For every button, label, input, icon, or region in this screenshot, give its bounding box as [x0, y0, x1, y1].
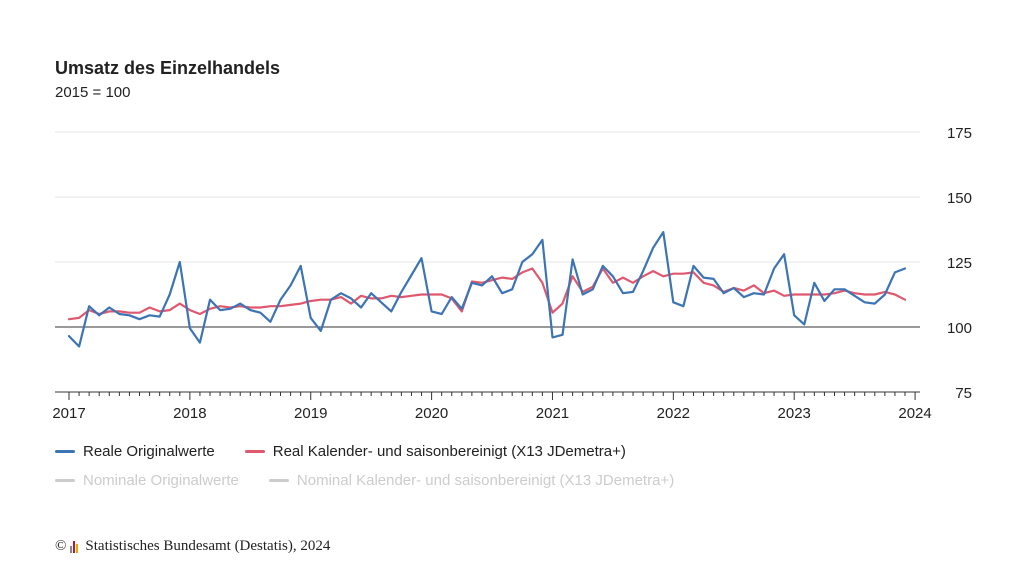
legend-swatch [55, 479, 75, 482]
y-tick-label: 150 [947, 190, 972, 207]
legend-label: Reale Originalwerte [83, 443, 215, 460]
y-tick-label: 125 [947, 255, 972, 272]
legend-item-real-bereinigt[interactable]: Real Kalender- und saisonbereinigt (X13 … [244, 443, 626, 460]
footer-text: Statistisches Bundesamt (Destatis), 2024 [85, 538, 331, 554]
destatis-logo-icon [70, 540, 79, 553]
x-tick-label: 2017 [52, 405, 85, 422]
chart-subtitle: 2015 = 100 [55, 84, 131, 101]
legend-swatch [244, 450, 265, 453]
y-tick-label: 75 [955, 385, 972, 402]
legend-label: Nominal Kalender- und saisonbereinigt (X… [296, 472, 675, 489]
series-line [67, 231, 907, 348]
footer-credit: © Statistisches Bundesamt (Destatis), 20… [55, 538, 330, 555]
x-tick-label: 2024 [898, 405, 931, 422]
legend-item-reale-originalwerte[interactable]: Reale Originalwerte [55, 443, 215, 460]
y-tick-label: 175 [947, 125, 972, 142]
legend-row-2: Nominale Originalwerte Nominal Kalender-… [55, 472, 704, 489]
legend-label: Nominale Originalwerte [83, 472, 239, 489]
legend-item-nominal-bereinigt[interactable]: Nominal Kalender- und saisonbereinigt (X… [268, 472, 675, 489]
legend-swatch [268, 479, 289, 482]
legend-swatch [55, 450, 75, 453]
legend-label: Real Kalender- und saisonbereinigt (X13 … [272, 443, 626, 460]
x-tick-label: 2019 [294, 405, 327, 422]
x-tick-label: 2022 [657, 405, 690, 422]
copyright-symbol: © [55, 538, 67, 554]
legend-item-nominale-originalwerte[interactable]: Nominale Originalwerte [55, 472, 239, 489]
legend-row-1: Reale Originalwerte Real Kalender- und s… [55, 443, 656, 460]
x-tick-label: 2020 [415, 405, 448, 422]
series-line [67, 267, 907, 321]
chart-title: Umsatz des Einzelhandels [55, 58, 281, 78]
x-tick-label: 2018 [173, 405, 206, 422]
x-tick-label: 2021 [536, 405, 569, 422]
y-tick-label: 100 [947, 320, 972, 337]
x-tick-label: 2023 [778, 405, 811, 422]
